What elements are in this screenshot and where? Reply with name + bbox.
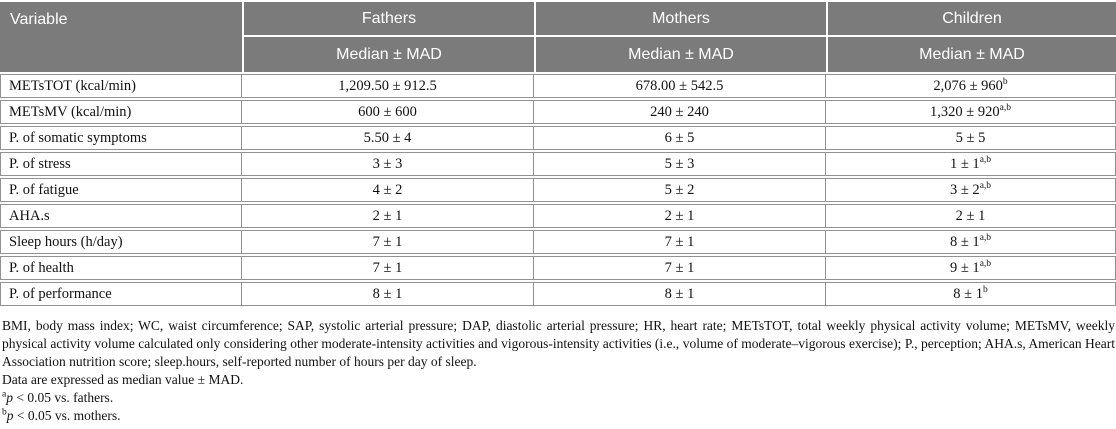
value-cell: 1,320 ± 920a,b: [826, 100, 1116, 124]
group-header-row: Variable Fathers Mothers Children: [0, 2, 1116, 72]
value-cell: 3 ± 3: [242, 152, 534, 176]
row-label: P. of health: [0, 256, 242, 280]
value-cell: 2 ± 1: [242, 204, 534, 228]
value-cell: 600 ± 600: [242, 100, 534, 124]
value-cell: 8 ± 1b: [826, 282, 1116, 306]
value-cell: 2,076 ± 960b: [826, 74, 1116, 98]
value-cell: 3 ± 2a,b: [826, 178, 1116, 202]
significance-marker: b: [982, 284, 988, 295]
table-row: METsMV (kcal/min) 600 ± 600 240 ± 240 1,…: [0, 100, 1116, 124]
significance-marker: b: [1002, 76, 1008, 87]
row-label: P. of somatic symptoms: [0, 126, 242, 150]
column-header-children: Children: [826, 2, 1116, 35]
table-header: Variable Fathers Mothers Children Median…: [0, 2, 1116, 72]
value-cell: 9 ± 1a,b: [826, 256, 1116, 280]
table-row: METsTOT (kcal/min) 1,209.50 ± 912.5 678.…: [0, 74, 1116, 98]
value-cell: 7 ± 1: [534, 256, 826, 280]
column-header-mothers: Mothers: [534, 2, 826, 35]
significance-marker: a,b: [999, 102, 1011, 113]
significance-note-a: ap < 0.05 vs. fathers.: [2, 389, 114, 405]
row-label: P. of performance: [0, 282, 242, 306]
subheader-children-median-mad: Median ± MAD: [826, 37, 1116, 72]
subheader-row: Median ± MAD Median ± MAD Median ± MAD: [0, 37, 1116, 72]
value-cell: 1,209.50 ± 912.5: [242, 74, 534, 98]
value-cell: 4 ± 2: [242, 178, 534, 202]
table-row: P. of somatic symptoms 5.50 ± 4 6 ± 5 5 …: [0, 126, 1116, 150]
row-label: AHA.s: [0, 204, 242, 228]
value-cell: 5.50 ± 4: [242, 126, 534, 150]
table-row: P. of stress 3 ± 3 5 ± 3 1 ± 1a,b: [0, 152, 1116, 176]
row-label: P. of fatigue: [0, 178, 242, 202]
value-cell: 1 ± 1a,b: [826, 152, 1116, 176]
table-row: Sleep hours (h/day) 7 ± 1 7 ± 1 8 ± 1a,b: [0, 230, 1116, 254]
value-cell: 6 ± 5: [534, 126, 826, 150]
summary-table: Variable Fathers Mothers Children Median…: [0, 2, 1116, 306]
significance-marker: a,b: [979, 258, 992, 269]
data-expression-note: Data are expressed as median value ± MAD…: [2, 372, 244, 387]
value-cell: 2 ± 1: [534, 204, 826, 228]
value-cell: 2 ± 1: [826, 204, 1116, 228]
value-cell: 5 ± 5: [826, 126, 1116, 150]
row-label: METsMV (kcal/min): [0, 100, 242, 124]
value-cell: 240 ± 240: [534, 100, 826, 124]
table-body: METsTOT (kcal/min) 1,209.50 ± 912.5 678.…: [0, 74, 1116, 306]
column-header-variable: Variable: [0, 2, 242, 72]
abbreviations-note: BMI, body mass index; WC, waist circumfe…: [2, 318, 1115, 369]
value-cell: 8 ± 1: [242, 282, 534, 306]
table-row: P. of fatigue 4 ± 2 5 ± 2 3 ± 2a,b: [0, 178, 1116, 202]
significance-marker: a,b: [979, 180, 992, 191]
value-cell: 8 ± 1a,b: [826, 230, 1116, 254]
subheader-fathers-median-mad: Median ± MAD: [242, 37, 534, 72]
row-label: P. of stress: [0, 152, 242, 176]
value-cell: 8 ± 1: [534, 282, 826, 306]
significance-note-b: bp < 0.05 vs. mothers.: [2, 407, 121, 423]
value-cell: 678.00 ± 542.5: [534, 74, 826, 98]
table-footnotes: BMI, body mass index; WC, waist circumfe…: [0, 308, 1116, 425]
row-label: METsTOT (kcal/min): [0, 74, 242, 98]
value-cell: 5 ± 2: [534, 178, 826, 202]
table-row: P. of performance 8 ± 1 8 ± 1 8 ± 1b: [0, 282, 1116, 306]
value-cell: 5 ± 3: [534, 152, 826, 176]
row-label: Sleep hours (h/day): [0, 230, 242, 254]
value-cell: 7 ± 1: [534, 230, 826, 254]
column-header-fathers: Fathers: [242, 2, 534, 35]
value-cell: 7 ± 1: [242, 230, 534, 254]
significance-marker: a,b: [979, 232, 992, 243]
significance-marker: a,b: [979, 154, 992, 165]
table-row: P. of health 7 ± 1 7 ± 1 9 ± 1a,b: [0, 256, 1116, 280]
value-cell: 7 ± 1: [242, 256, 534, 280]
table-row: AHA.s 2 ± 1 2 ± 1 2 ± 1: [0, 204, 1116, 228]
subheader-mothers-median-mad: Median ± MAD: [534, 37, 826, 72]
